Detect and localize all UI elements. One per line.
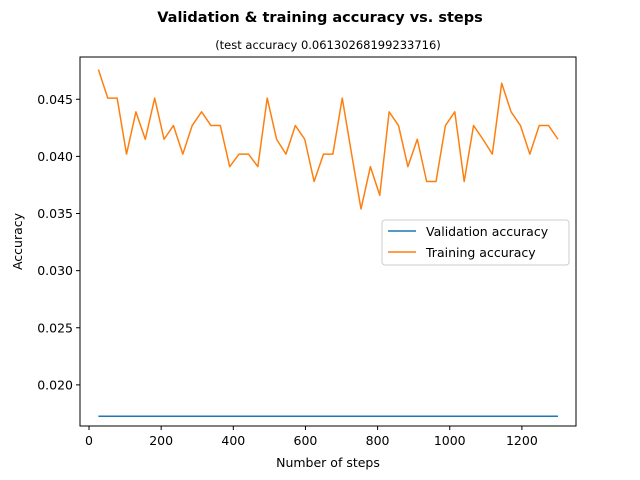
x-tick-label: 800 [366,433,390,448]
chart-title: Validation & training accuracy vs. steps [157,10,483,26]
legend: Validation accuracy Training accuracy [381,219,570,266]
x-tick-label: 0 [85,433,93,448]
x-tick-label: 1000 [434,433,466,448]
y-tick-label: 0.045 [37,92,73,107]
y-axis-ticks: 0.020 0.025 0.030 0.035 0.040 0.045 [37,92,80,392]
x-axis-label: Number of steps [276,455,380,470]
x-tick-label: 200 [149,433,173,448]
series-line-1 [97,69,559,210]
y-tick-label: 0.025 [37,320,73,335]
y-tick-label: 0.040 [37,149,73,164]
series-layer [97,69,559,418]
legend-label-training: Training accuracy [425,245,536,260]
x-tick-label: 600 [294,433,318,448]
plot-frame [79,56,577,427]
y-tick-label: 0.030 [37,263,73,278]
x-tick-label: 400 [221,433,245,448]
y-tick-label: 0.035 [37,206,73,221]
y-axis-label: Accuracy [10,212,25,270]
x-axis-ticks: 0 200 400 600 800 1000 1200 [85,426,538,448]
x-tick-label: 1200 [506,433,538,448]
legend-box [381,219,570,266]
chart-subtitle: (test accuracy 0.06130268199233716) [215,38,441,52]
legend-label-validation: Validation accuracy [426,224,549,239]
y-tick-label: 0.020 [37,377,73,392]
